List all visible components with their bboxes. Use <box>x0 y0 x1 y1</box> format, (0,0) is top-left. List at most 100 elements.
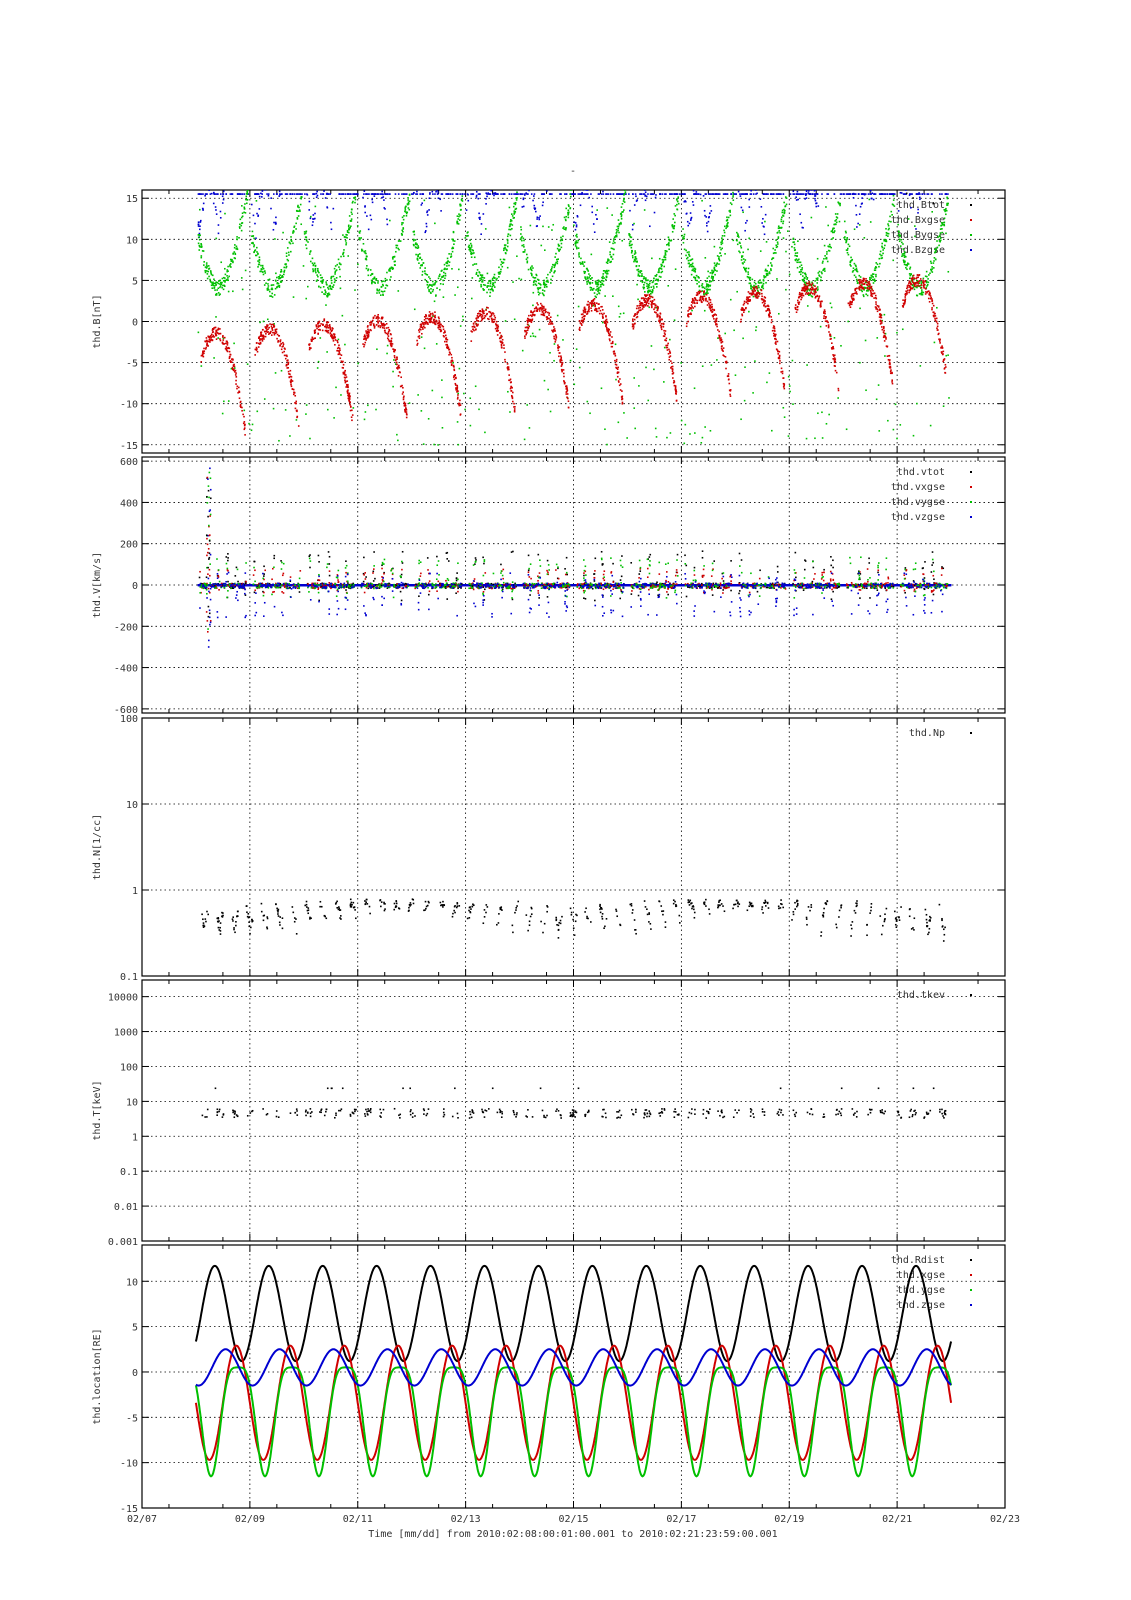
data-point <box>543 309 545 312</box>
data-point <box>371 281 374 283</box>
data-point <box>203 264 205 266</box>
data-point <box>208 267 211 270</box>
data-point <box>359 230 362 232</box>
data-point <box>504 361 507 363</box>
data-point <box>735 239 738 241</box>
data-point <box>628 242 631 245</box>
data-point <box>451 356 453 359</box>
data-point <box>650 286 653 288</box>
data-point <box>621 397 623 399</box>
data-point <box>604 319 607 322</box>
data-point <box>367 404 369 407</box>
data-point <box>673 225 675 228</box>
data-point <box>539 284 542 286</box>
data-point <box>209 270 212 272</box>
data-point <box>568 205 570 208</box>
data-point <box>878 265 880 268</box>
data-point <box>605 261 608 264</box>
data-point <box>502 261 505 264</box>
data-point <box>612 242 614 245</box>
data-point <box>874 193 877 195</box>
data-point <box>692 190 695 192</box>
data-point <box>276 337 278 340</box>
data-point <box>254 348 257 351</box>
data-point <box>539 215 541 217</box>
data-point <box>483 317 486 319</box>
data-point <box>458 215 460 218</box>
data-point <box>924 183 926 185</box>
data-point <box>602 178 604 180</box>
data-point <box>395 244 397 247</box>
data-point <box>374 282 377 284</box>
data-point <box>305 244 307 246</box>
data-point <box>688 222 691 225</box>
data-point <box>240 277 243 279</box>
data-point <box>558 355 560 358</box>
data-point <box>946 202 948 205</box>
data-point <box>817 412 819 415</box>
data-point <box>506 242 509 244</box>
data-point <box>365 258 368 261</box>
data-point <box>934 319 937 322</box>
data-point <box>198 249 201 251</box>
data-point <box>290 239 292 241</box>
data-point <box>666 244 668 246</box>
data-point <box>676 198 678 200</box>
data-point <box>527 324 530 326</box>
data-point <box>740 206 743 209</box>
data-point <box>441 269 443 272</box>
data-point <box>446 268 449 270</box>
data-point <box>367 228 370 231</box>
data-point <box>538 216 540 219</box>
data-point <box>198 238 201 241</box>
data-point <box>527 327 530 330</box>
data-point <box>643 284 645 286</box>
data-point <box>520 278 523 281</box>
data-point <box>860 289 863 292</box>
data-point <box>755 326 758 328</box>
data-point <box>433 320 435 323</box>
data-point <box>459 325 462 327</box>
data-point <box>667 342 669 345</box>
data-point <box>428 276 430 278</box>
data-point <box>338 350 340 353</box>
data-point <box>575 225 578 228</box>
data-point <box>563 216 566 219</box>
data-point <box>716 270 718 272</box>
data-point <box>685 212 688 215</box>
data-point <box>652 279 655 282</box>
data-point <box>287 251 290 254</box>
data-point <box>276 333 279 336</box>
data-point <box>810 295 813 297</box>
data-point <box>831 228 834 231</box>
data-point <box>269 187 271 189</box>
data-point <box>393 359 395 361</box>
data-point <box>622 200 625 202</box>
data-point <box>493 194 495 197</box>
data-point <box>351 414 354 416</box>
data-point <box>440 210 442 212</box>
data-point <box>590 286 593 289</box>
data-point <box>360 237 362 239</box>
data-point <box>321 182 323 184</box>
data-point <box>783 384 785 387</box>
data-point <box>253 237 255 240</box>
data-point <box>648 293 651 296</box>
data-point <box>937 333 940 336</box>
data-point <box>264 190 267 191</box>
data-point <box>216 281 219 284</box>
data-point <box>696 282 698 285</box>
data-point <box>804 198 806 200</box>
data-point <box>538 287 540 289</box>
data-point <box>582 263 584 265</box>
data-point <box>875 301 877 303</box>
data-point <box>656 315 659 318</box>
data-point <box>826 260 829 263</box>
data-point <box>660 271 663 274</box>
data-point <box>561 370 563 373</box>
data-point <box>602 190 604 193</box>
data-point <box>387 335 390 337</box>
data-point <box>438 317 440 320</box>
data-point <box>597 281 599 284</box>
data-point <box>744 222 747 224</box>
